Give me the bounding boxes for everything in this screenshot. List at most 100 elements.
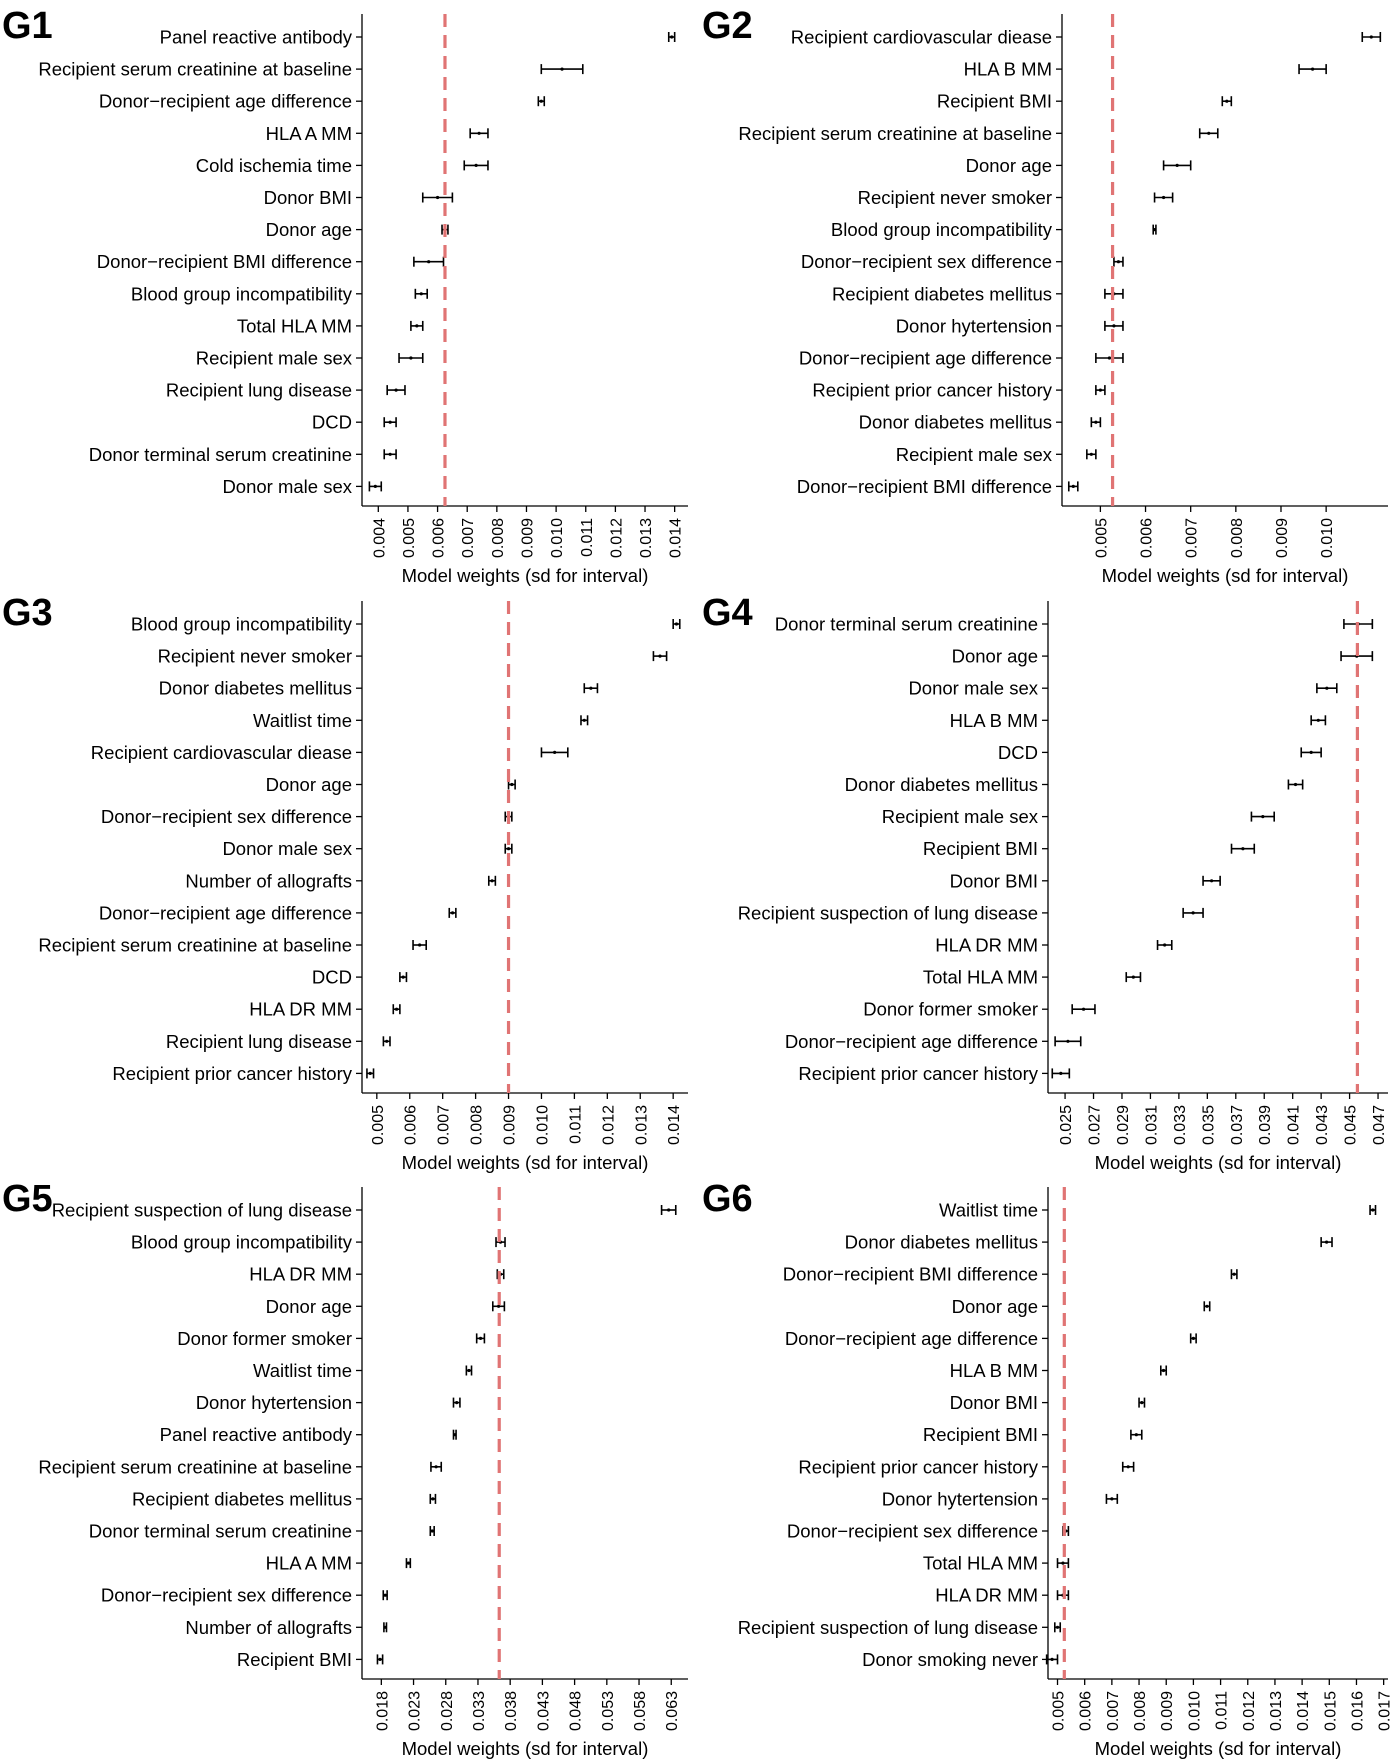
error-bar: [421, 192, 454, 203]
x-tick-label: 0.038: [503, 1691, 520, 1731]
error-bar: [463, 160, 489, 171]
mean-point: [1098, 388, 1102, 392]
feature-label: Recipient cardiovascular diease: [791, 27, 1052, 48]
feature-label: Donor age: [266, 219, 352, 240]
x-axis-title: Model weights (sd for interval): [402, 565, 649, 586]
x-tick-label: 0.009: [1159, 1691, 1176, 1731]
x-tick-label: 0.047: [1371, 1105, 1388, 1145]
error-bar: [1287, 779, 1304, 790]
mean-point: [539, 99, 543, 103]
x-tick-label: 0.039: [1257, 1105, 1274, 1145]
x-tick-label: 0.013: [1268, 1691, 1285, 1731]
error-bar: [1182, 907, 1204, 918]
error-bar: [1361, 32, 1382, 42]
panel-label: G3: [2, 592, 53, 634]
error-bar: [1198, 128, 1219, 139]
feature-label: Donor age: [952, 646, 1038, 667]
feature-label: Recipient BMI: [937, 91, 1052, 112]
mean-point: [1309, 750, 1313, 755]
error-bar: [465, 1365, 473, 1376]
feature-label: Blood group incompatibility: [131, 1232, 353, 1253]
mean-point: [1140, 1401, 1144, 1405]
feature-label: DCD: [312, 412, 352, 433]
feature-label: Recipient prior cancer history: [112, 1063, 352, 1084]
x-tick-label: 0.004: [371, 518, 388, 558]
mean-point: [1191, 911, 1195, 915]
mean-point: [1207, 131, 1211, 135]
panel-label: G6: [702, 1178, 753, 1220]
error-bar: [537, 96, 546, 107]
error-bar: [1086, 449, 1097, 460]
error-bar: [1230, 843, 1256, 854]
x-axis-title: Model weights (sd for interval): [402, 1152, 649, 1173]
mean-point: [1310, 67, 1315, 71]
feature-label: Donor male sex: [222, 838, 352, 859]
feature-label: Donor−recipient BMI difference: [97, 251, 352, 272]
x-tick-label: 0.053: [600, 1691, 617, 1731]
mean-point: [1134, 1433, 1138, 1437]
feature-label: Donor former smoker: [863, 999, 1038, 1020]
error-bar: [452, 1397, 461, 1408]
feature-label: Donor terminal serum creatinine: [89, 444, 352, 465]
mean-point: [1324, 1240, 1329, 1244]
error-bar: [475, 1333, 486, 1344]
feature-label: Donor age: [966, 155, 1052, 176]
mean-point: [1116, 260, 1121, 264]
error-bar: [382, 1036, 391, 1047]
mean-point: [1191, 1336, 1196, 1340]
x-tick-label: 0.010: [549, 518, 566, 558]
feature-label: Donor diabetes mellitus: [159, 678, 352, 699]
feature-label: Donor terminal serum creatinine: [89, 1521, 352, 1542]
feature-label: Recipient serum creatinine at baseline: [38, 935, 352, 956]
error-bar: [469, 128, 489, 139]
feature-label: Recipient lung disease: [166, 1031, 352, 1052]
feature-label: Recipient BMI: [923, 1424, 1038, 1445]
feature-label: Total HLA MM: [237, 315, 352, 336]
error-bar: [1300, 747, 1322, 758]
feature-label: Donor hytertension: [196, 1392, 352, 1413]
error-bar: [412, 940, 428, 950]
feature-label: HLA DR MM: [935, 935, 1038, 956]
error-bar: [382, 1590, 388, 1601]
feature-label: Blood group incompatibility: [131, 614, 353, 635]
feature-label: Donor−recipient age difference: [799, 348, 1052, 369]
x-tick-label: 0.025: [1058, 1105, 1075, 1145]
panel-label: G2: [702, 5, 753, 47]
feature-label: Donor−recipient age difference: [785, 1328, 1038, 1349]
mean-point: [670, 35, 674, 39]
feature-label: HLA B MM: [950, 1360, 1038, 1381]
feature-label: Recipient suspection of lung disease: [52, 1200, 352, 1221]
x-tick-label: 0.029: [1115, 1105, 1132, 1145]
feature-label: Recipient serum creatinine at baseline: [38, 59, 352, 80]
feature-label: Recipient diabetes mellitus: [132, 1488, 352, 1509]
mean-point: [1161, 195, 1166, 200]
mean-point: [1061, 1561, 1065, 1565]
feature-label: Donor−recipient sex difference: [101, 806, 352, 827]
x-tick-label: 0.011: [1214, 1691, 1231, 1730]
x-tick-label: 0.013: [638, 518, 655, 558]
x-tick-label: 0.043: [1314, 1105, 1331, 1145]
x-tick-label: 0.006: [1078, 1691, 1095, 1731]
x-tick-label: 0.012: [1241, 1691, 1258, 1731]
error-bar: [540, 64, 584, 75]
feature-label: Donor smoking never: [862, 1649, 1038, 1670]
error-bar: [487, 875, 497, 886]
mean-point: [378, 1657, 382, 1661]
error-bar: [1071, 1004, 1096, 1015]
feature-label: HLA B MM: [950, 710, 1038, 731]
mean-point: [455, 1401, 459, 1405]
feature-label: HLA DR MM: [935, 1585, 1038, 1606]
mean-point: [430, 1529, 434, 1533]
mean-point: [1066, 1039, 1070, 1043]
error-bar: [398, 353, 424, 363]
panel-label: G1: [2, 5, 53, 47]
feature-label: Donor age: [952, 1296, 1038, 1317]
error-bar: [429, 1526, 435, 1536]
x-tick-label: 0.018: [374, 1691, 391, 1731]
x-tick-label: 0.008: [469, 1105, 486, 1145]
mean-point: [435, 195, 440, 200]
mean-point: [1089, 452, 1093, 456]
x-tick-label: 0.016: [1349, 1691, 1366, 1731]
feature-label: Donor hytertension: [896, 315, 1052, 336]
x-tick-label: 0.037: [1229, 1105, 1246, 1145]
